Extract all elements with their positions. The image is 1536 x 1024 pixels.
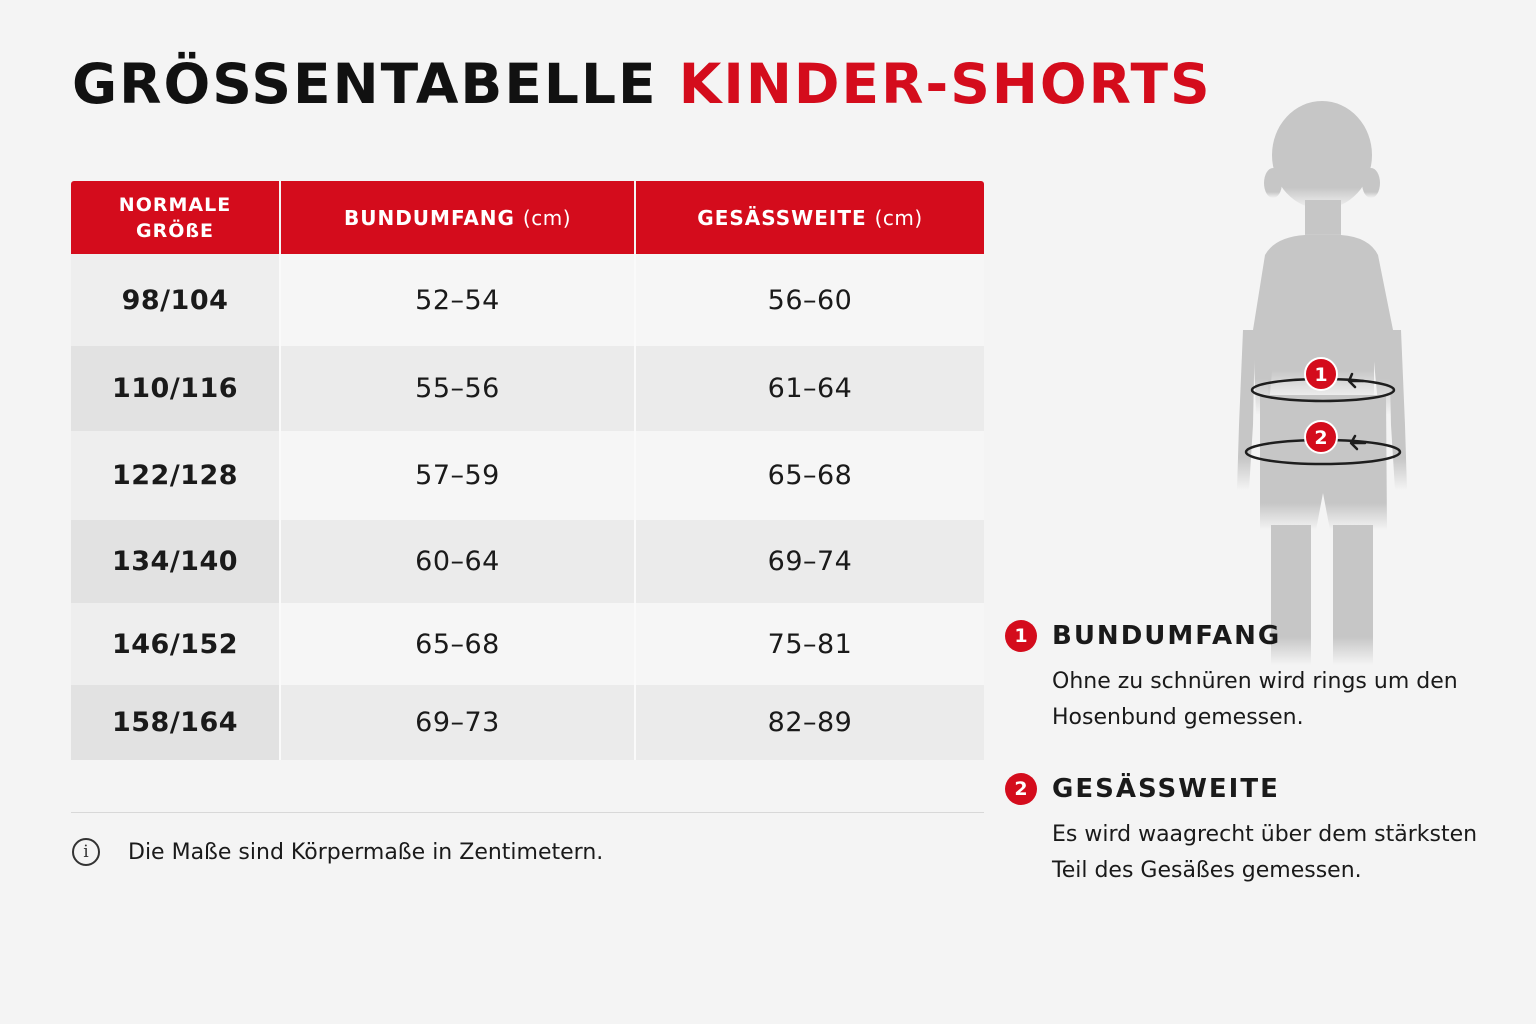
legend-hip: 2 GESÄSSWEITE Es wird waagrecht über dem… xyxy=(1005,773,1512,889)
waist-cell: 57–59 xyxy=(280,431,636,520)
waist-cell: 52–54 xyxy=(280,254,636,346)
note-text: Die Maße sind Körpermaße in Zentimetern. xyxy=(128,839,604,865)
legend-title: GESÄSSWEITE xyxy=(1052,774,1280,804)
divider xyxy=(71,812,984,813)
table-row: 146/152 65–68 75–81 xyxy=(71,603,984,685)
hip-cell: 61–64 xyxy=(635,346,984,431)
badge-2: 2 xyxy=(1005,773,1037,805)
hip-cell: 69–74 xyxy=(635,520,984,603)
legend-waist: 1 BUNDUMFANG Ohne zu schnüren wird rings… xyxy=(1005,620,1512,736)
table-row: 122/128 57–59 65–68 xyxy=(71,431,984,520)
badge-1: 1 xyxy=(1005,620,1037,652)
header-label: NORMALE GRÖßE xyxy=(118,193,232,242)
table-row: 158/164 69–73 82–89 xyxy=(71,685,984,760)
waist-cell: 65–68 xyxy=(280,603,636,685)
legend-description: Es wird waagrecht über dem stärksten Tei… xyxy=(1052,822,1478,883)
hip-cell: 65–68 xyxy=(635,431,984,520)
page-title: GRÖSSENTABELLE KINDER-SHORTS xyxy=(72,52,1212,116)
hip-cell: 56–60 xyxy=(635,254,984,346)
waist-cell: 60–64 xyxy=(280,520,636,603)
legend-title: BUNDUMFANG xyxy=(1052,621,1282,651)
info-icon: i xyxy=(72,838,100,866)
hip-cell: 75–81 xyxy=(635,603,984,685)
legend-description: Ohne zu schnüren wird rings um den Hosen… xyxy=(1052,669,1458,730)
header-waist: BUNDUMFANG (cm) xyxy=(280,181,636,254)
child-figure: 1 2 xyxy=(1215,95,1435,665)
size-cell: 98/104 xyxy=(71,254,281,346)
size-cell: 110/116 xyxy=(71,346,281,431)
header-unit: (cm) xyxy=(874,205,923,230)
size-cell: 122/128 xyxy=(71,431,281,520)
header-label: BUNDUMFANG xyxy=(343,205,515,230)
hip-cell: 82–89 xyxy=(635,685,984,760)
waist-cell: 55–56 xyxy=(280,346,636,431)
header-normal-size: NORMALE GRÖßE xyxy=(71,181,281,254)
size-cell: 134/140 xyxy=(71,520,281,603)
table-row: 134/140 60–64 69–74 xyxy=(71,520,984,603)
table-row: 110/116 55–56 61–64 xyxy=(71,346,984,431)
size-table: NORMALE GRÖßE BUNDUMFANG (cm) GESÄSSWEIT… xyxy=(71,181,984,760)
size-cell: 158/164 xyxy=(71,685,281,760)
svg-text:2: 2 xyxy=(1314,427,1327,449)
header-hip: GESÄSSWEITE (cm) xyxy=(635,181,984,254)
note: i Die Maße sind Körpermaße in Zentimeter… xyxy=(72,838,603,866)
table-header-row: NORMALE GRÖßE BUNDUMFANG (cm) GESÄSSWEIT… xyxy=(71,181,984,254)
svg-text:1: 1 xyxy=(1314,364,1327,386)
child-silhouette-icon: 1 2 xyxy=(1237,101,1407,665)
header-unit: (cm) xyxy=(522,205,572,230)
size-cell: 146/152 xyxy=(71,603,281,685)
header-label: GESÄSSWEITE xyxy=(697,205,867,230)
table-row: 98/104 52–54 56–60 xyxy=(71,254,984,346)
title-part-2: KINDER-SHORTS xyxy=(678,52,1212,116)
marker-2: 2 xyxy=(1304,420,1338,454)
marker-1: 1 xyxy=(1304,357,1338,391)
title-part-1: GRÖSSENTABELLE xyxy=(72,52,658,116)
waist-cell: 69–73 xyxy=(280,685,636,760)
